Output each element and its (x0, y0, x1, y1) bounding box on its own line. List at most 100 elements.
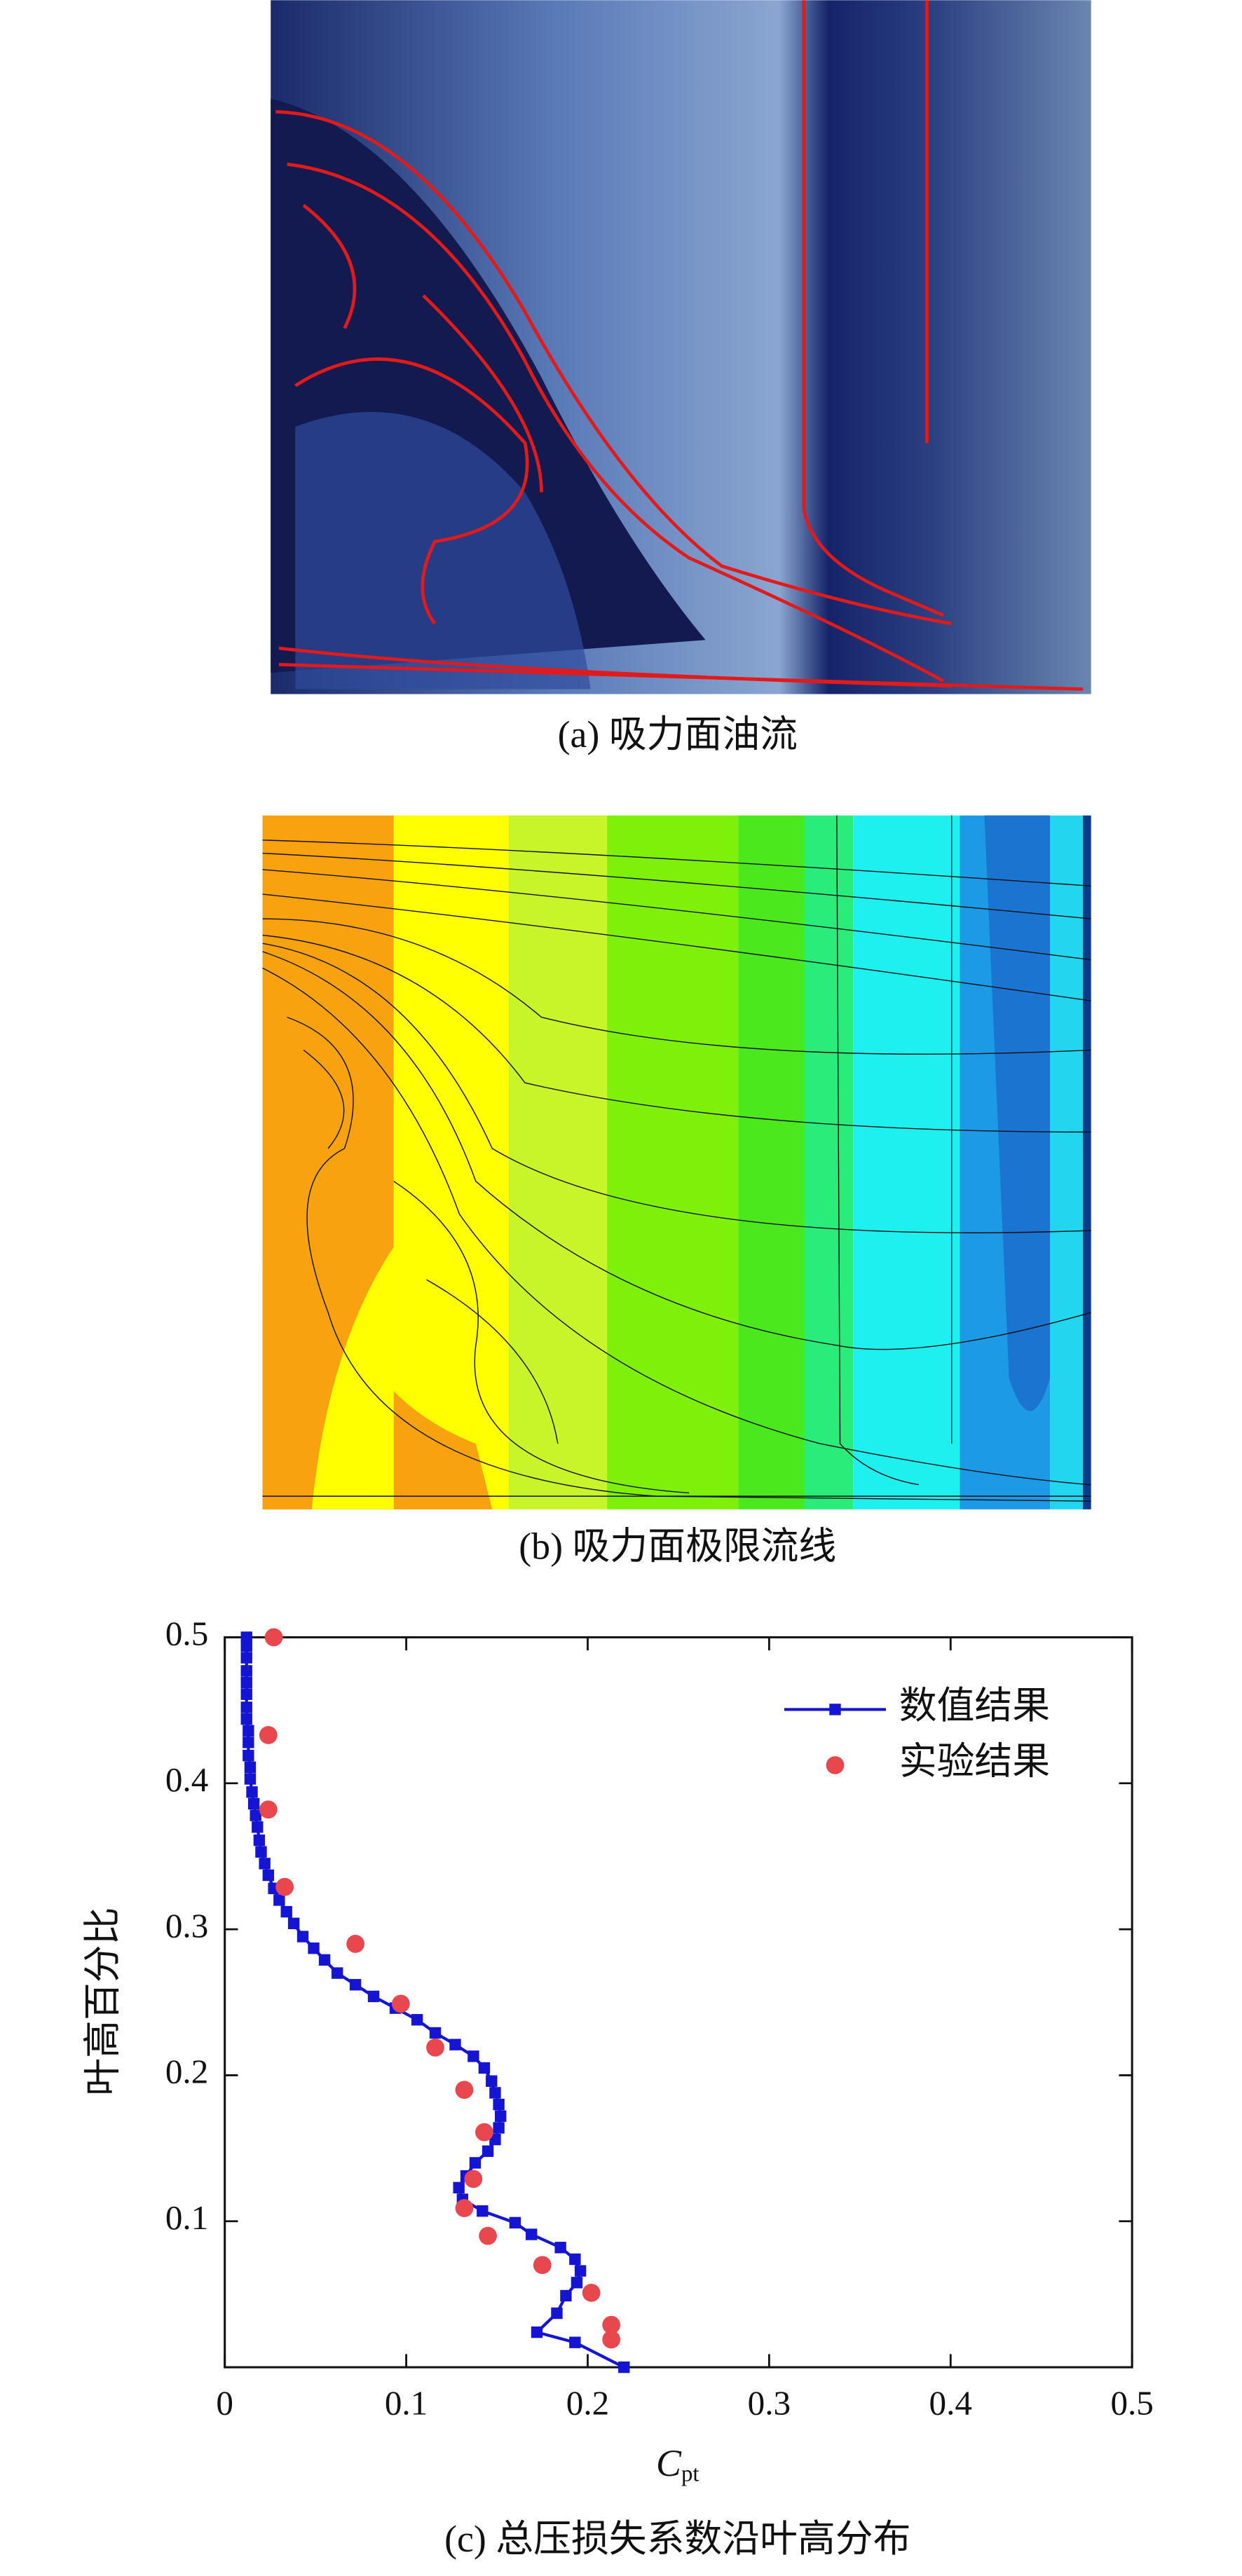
data-point (602, 2330, 621, 2349)
data-point (240, 1701, 252, 1713)
data-point (477, 2205, 489, 2217)
data-point (551, 2307, 563, 2320)
y-tick-label: 0.3 (165, 1906, 208, 1945)
data-point (531, 2326, 543, 2338)
data-point (602, 2315, 621, 2334)
x-tick-label: 0.2 (566, 2384, 609, 2423)
data-point (486, 2075, 498, 2087)
data-point (244, 1761, 257, 1774)
data-point (495, 2110, 507, 2122)
x-axis-label-subscript: pt (681, 2461, 700, 2486)
data-point (489, 2087, 501, 2099)
data-point (240, 1640, 252, 1652)
x-tick-label: 0.4 (929, 2384, 972, 2423)
data-point (554, 2242, 566, 2254)
data-point (468, 2050, 479, 2062)
legend-label: 数值结果 (899, 1685, 1050, 1727)
series-line (245, 1637, 625, 2369)
data-point (509, 2217, 521, 2229)
legend-marker (826, 1756, 845, 1774)
chart-caption: (c) 总压损失系数沿叶高分布 (444, 2518, 910, 2560)
data-point (259, 1858, 271, 1870)
data-point (569, 2253, 581, 2266)
x-axis-label: Cpt (656, 2442, 699, 2486)
data-point (240, 1676, 252, 1689)
data-point (391, 1994, 410, 2013)
data-point (493, 2122, 505, 2134)
data-point (273, 1894, 285, 1906)
data-point (252, 1821, 264, 1833)
data-point (280, 1905, 292, 1918)
plot-frame (224, 1636, 1133, 2369)
data-point (478, 2062, 491, 2074)
data-point (618, 2361, 630, 2373)
y-tick-label: 0.5 (165, 1615, 208, 1653)
data-point (464, 2170, 483, 2188)
panel-caption: (a) 吸力面油流 (558, 713, 798, 755)
legend-label: 实验结果 (899, 1740, 1050, 1782)
data-point (243, 1736, 254, 1748)
streamline-image (262, 815, 1091, 1509)
data-point (426, 2038, 444, 2057)
data-point (253, 1834, 266, 1847)
data-point (240, 1652, 252, 1664)
x-tick-label: 0 (216, 2384, 233, 2423)
data-point (247, 1797, 260, 1810)
data-point (574, 2265, 587, 2277)
oil-flow-image (271, 0, 1091, 694)
x-axis-label-symbol: C (656, 2442, 682, 2484)
data-point (526, 2228, 538, 2240)
data-point (560, 2289, 572, 2302)
data-point (479, 2226, 497, 2245)
data-point (475, 2123, 493, 2142)
data-point (482, 2145, 494, 2157)
data-point (308, 1942, 320, 1954)
y-axis-label: 叶高百分比 (82, 1907, 124, 2096)
data-point (259, 1726, 278, 1744)
data-point (287, 1917, 300, 1929)
data-point (469, 2157, 482, 2169)
data-point (240, 1713, 252, 1725)
x-tick-label: 0.3 (748, 2384, 791, 2423)
data-point (349, 1979, 362, 1991)
data-point (449, 2039, 461, 2050)
data-point (262, 1869, 275, 1882)
data-point (455, 2199, 474, 2217)
data-point (533, 2256, 552, 2275)
y-tick-label: 0.2 (165, 2053, 208, 2091)
data-point (429, 2027, 442, 2039)
y-tick-label: 0.1 (165, 2198, 208, 2237)
data-point (453, 2181, 465, 2194)
data-point (264, 1628, 283, 1647)
data-point (244, 1773, 257, 1785)
data-point (243, 1749, 254, 1762)
data-point (296, 1931, 309, 1943)
data-point (489, 2133, 501, 2146)
data-point (367, 1990, 380, 2003)
data-point (255, 1846, 267, 1858)
data-point (571, 2277, 583, 2289)
data-point (240, 1665, 252, 1677)
data-point (582, 2283, 601, 2302)
data-point (240, 1688, 252, 1700)
data-point (455, 2081, 474, 2099)
data-point (569, 2336, 581, 2348)
data-point (246, 1786, 258, 1798)
data-point (240, 1631, 252, 1643)
x-tick-label: 0.5 (1110, 2384, 1153, 2423)
data-point (318, 1954, 331, 1966)
data-point (493, 2098, 505, 2111)
legend-marker (829, 1704, 841, 1715)
data-point (275, 1877, 294, 1896)
data-point (411, 2014, 423, 2026)
y-tick-label: 0.4 (165, 1760, 208, 1799)
panel-caption: (b) 吸力面极限流线 (519, 1526, 836, 1568)
data-point (259, 1800, 278, 1819)
x-tick-label: 0.1 (385, 2384, 428, 2423)
data-point (346, 1935, 364, 1953)
data-point (243, 1725, 254, 1736)
data-point (250, 1809, 261, 1821)
data-point (332, 1967, 343, 1979)
